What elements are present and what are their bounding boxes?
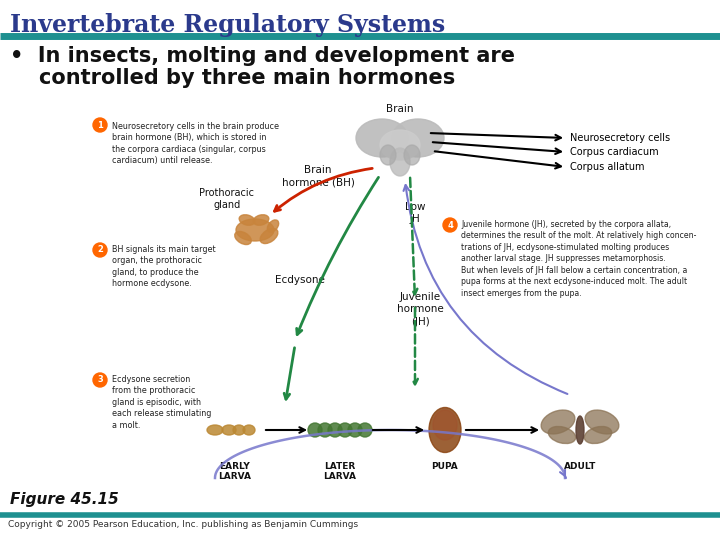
Text: Invertebrate Regulatory Systems: Invertebrate Regulatory Systems (10, 13, 445, 37)
Text: Brain: Brain (386, 104, 414, 114)
Text: ADULT: ADULT (564, 462, 596, 471)
Ellipse shape (236, 219, 274, 241)
Ellipse shape (380, 145, 396, 165)
Ellipse shape (243, 425, 255, 435)
Text: Neurosecretory cells in the brain produce
brain hormone (BH), which is stored in: Neurosecretory cells in the brain produc… (112, 122, 279, 165)
Text: Juvenile
hormone
(JH): Juvenile hormone (JH) (397, 292, 444, 327)
Ellipse shape (390, 148, 410, 176)
Circle shape (443, 218, 457, 232)
Ellipse shape (233, 425, 245, 435)
Circle shape (93, 243, 107, 257)
Ellipse shape (253, 215, 269, 225)
Ellipse shape (541, 410, 575, 434)
Ellipse shape (380, 130, 420, 160)
Text: Corpus cardiacum: Corpus cardiacum (570, 147, 659, 157)
Text: BH signals its main target
organ, the prothoracic
gland, to produce the
hormone : BH signals its main target organ, the pr… (112, 245, 215, 288)
Text: 4: 4 (447, 220, 453, 230)
Ellipse shape (235, 232, 251, 245)
Ellipse shape (328, 423, 342, 437)
Text: Juvenile hormone (JH), secreted by the corpora allata,
determines the result of : Juvenile hormone (JH), secreted by the c… (461, 220, 696, 298)
Ellipse shape (207, 425, 223, 435)
Text: Ecdysone secretion
from the prothoracic
gland is episodic, with
each release sti: Ecdysone secretion from the prothoracic … (112, 375, 212, 430)
Text: Ecdysone: Ecdysone (275, 275, 325, 285)
Ellipse shape (392, 119, 444, 157)
Ellipse shape (239, 215, 255, 225)
Ellipse shape (549, 427, 576, 443)
Text: •  In insects, molting and development are: • In insects, molting and development ar… (10, 46, 515, 66)
Ellipse shape (308, 423, 322, 437)
Text: Copyright © 2005 Pearson Education, Inc. publishing as Benjamin Cummings: Copyright © 2005 Pearson Education, Inc.… (8, 520, 358, 529)
Ellipse shape (404, 145, 420, 165)
Ellipse shape (585, 427, 612, 443)
Text: Corpus allatum: Corpus allatum (570, 162, 644, 172)
Text: 1: 1 (97, 120, 103, 130)
Ellipse shape (318, 423, 332, 437)
Text: 2: 2 (97, 246, 103, 254)
Text: Brain
hormone (BH): Brain hormone (BH) (282, 165, 354, 187)
Ellipse shape (358, 423, 372, 437)
Ellipse shape (222, 425, 236, 435)
Ellipse shape (260, 228, 278, 244)
Circle shape (93, 118, 107, 132)
Text: PUPA: PUPA (431, 462, 459, 471)
Ellipse shape (433, 410, 457, 440)
Text: 3: 3 (97, 375, 103, 384)
Text: Neurosecretory cells: Neurosecretory cells (570, 133, 670, 143)
Circle shape (93, 373, 107, 387)
Ellipse shape (348, 423, 362, 437)
Ellipse shape (429, 408, 461, 453)
Text: Figure 45.15: Figure 45.15 (10, 492, 119, 507)
Ellipse shape (267, 220, 279, 232)
Text: EARLY
LARVA: EARLY LARVA (218, 462, 251, 481)
Ellipse shape (356, 119, 408, 157)
Text: Prothoracic
gland: Prothoracic gland (199, 187, 254, 210)
Text: Low
JH: Low JH (405, 202, 426, 225)
Ellipse shape (338, 423, 352, 437)
Text: LATER
LARVA: LATER LARVA (323, 462, 356, 481)
Ellipse shape (585, 410, 619, 434)
Text: controlled by three main hormones: controlled by three main hormones (10, 68, 455, 88)
Ellipse shape (576, 416, 584, 444)
